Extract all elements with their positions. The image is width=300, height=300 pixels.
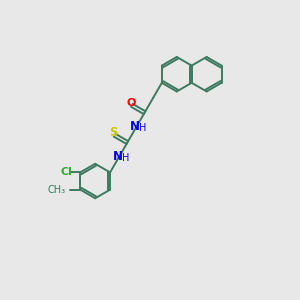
Text: CH₃: CH₃	[47, 184, 65, 195]
Text: O: O	[127, 98, 136, 108]
Text: N: N	[113, 150, 123, 163]
Text: S: S	[110, 126, 118, 139]
Text: H: H	[122, 153, 129, 163]
Text: H: H	[139, 123, 146, 133]
Text: Cl: Cl	[61, 167, 73, 177]
Text: N: N	[130, 120, 140, 133]
